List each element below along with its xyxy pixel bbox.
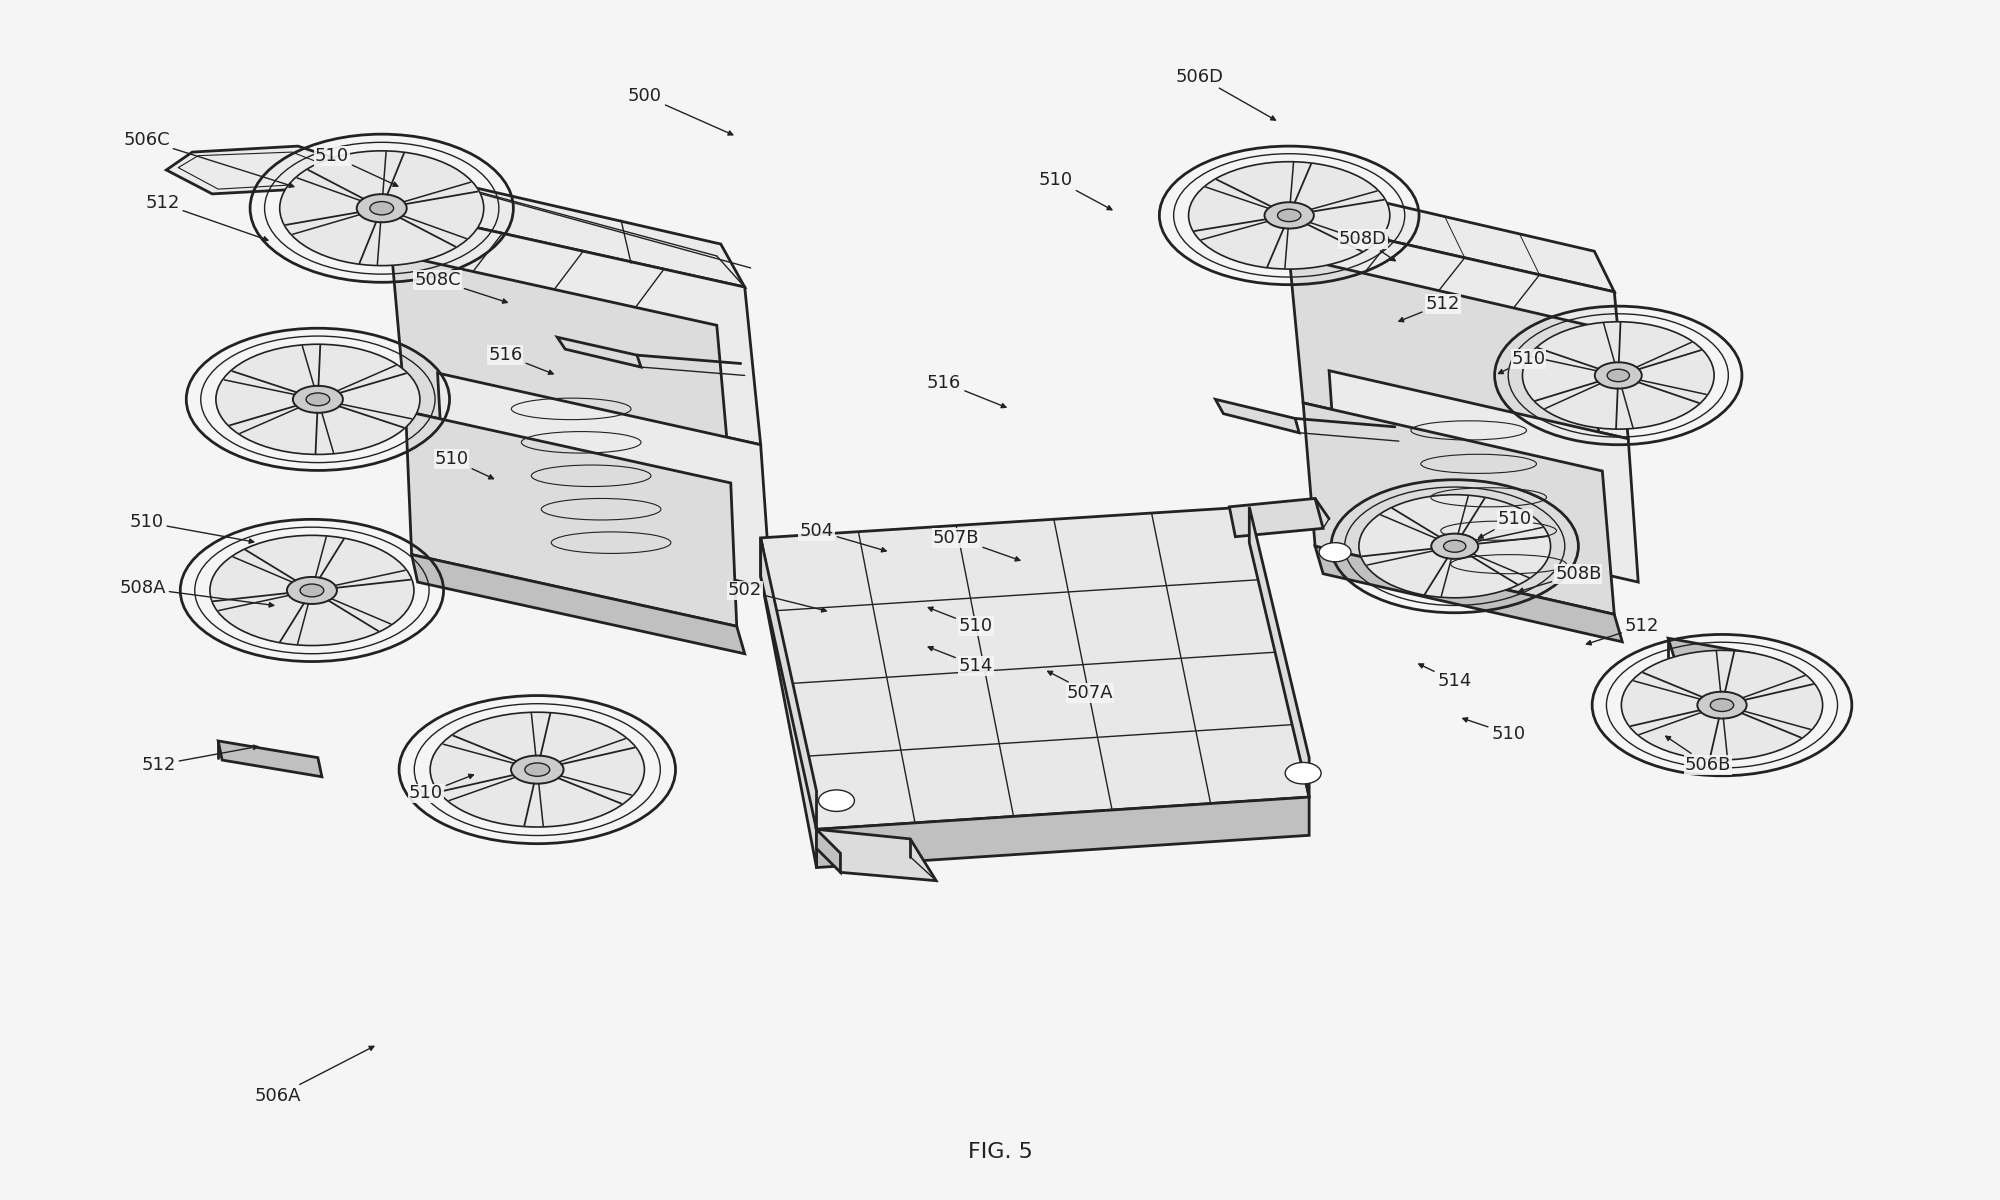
- Text: 507B: 507B: [932, 529, 1020, 560]
- Text: 506B: 506B: [1666, 737, 1732, 774]
- Polygon shape: [1270, 182, 1316, 256]
- Ellipse shape: [1188, 162, 1390, 269]
- Polygon shape: [1250, 506, 1310, 797]
- Polygon shape: [760, 506, 1310, 829]
- Ellipse shape: [1608, 370, 1630, 382]
- Text: 508D: 508D: [1338, 230, 1396, 260]
- Ellipse shape: [216, 344, 420, 455]
- Polygon shape: [392, 253, 730, 482]
- Polygon shape: [1296, 182, 1614, 292]
- Ellipse shape: [1710, 698, 1734, 712]
- Text: 512: 512: [142, 745, 258, 774]
- Ellipse shape: [1278, 209, 1300, 222]
- Polygon shape: [1316, 546, 1622, 642]
- Text: 506C: 506C: [124, 131, 294, 187]
- Ellipse shape: [370, 202, 394, 215]
- Polygon shape: [422, 215, 760, 445]
- Ellipse shape: [1264, 203, 1314, 228]
- Polygon shape: [558, 337, 640, 367]
- Polygon shape: [760, 538, 816, 868]
- Circle shape: [1320, 542, 1352, 562]
- Text: 510: 510: [408, 774, 474, 803]
- Polygon shape: [816, 829, 840, 872]
- Text: 510: 510: [434, 450, 494, 479]
- Ellipse shape: [1622, 650, 1822, 760]
- Text: 510: 510: [1478, 510, 1532, 539]
- Text: 514: 514: [928, 647, 994, 674]
- Polygon shape: [218, 740, 322, 776]
- Polygon shape: [760, 538, 816, 829]
- Text: 512: 512: [1398, 295, 1460, 322]
- Circle shape: [818, 790, 854, 811]
- Ellipse shape: [292, 386, 342, 413]
- Text: 512: 512: [146, 194, 268, 241]
- Polygon shape: [1216, 400, 1300, 433]
- Ellipse shape: [1698, 691, 1746, 719]
- Circle shape: [1286, 762, 1322, 784]
- Ellipse shape: [1444, 540, 1466, 552]
- Text: 510: 510: [1498, 349, 1546, 373]
- Ellipse shape: [1594, 362, 1642, 389]
- Ellipse shape: [286, 577, 336, 604]
- Polygon shape: [1290, 256, 1602, 472]
- Polygon shape: [1304, 403, 1614, 614]
- Ellipse shape: [356, 194, 406, 222]
- Ellipse shape: [1358, 494, 1550, 598]
- Ellipse shape: [524, 763, 550, 776]
- Text: 516: 516: [488, 346, 554, 374]
- Polygon shape: [398, 170, 744, 287]
- Text: 507A: 507A: [1048, 671, 1114, 702]
- Text: 514: 514: [1418, 664, 1472, 690]
- Polygon shape: [366, 170, 422, 253]
- Ellipse shape: [300, 584, 324, 596]
- Polygon shape: [166, 146, 352, 194]
- Text: 506D: 506D: [1176, 68, 1276, 120]
- Ellipse shape: [1522, 322, 1714, 430]
- Ellipse shape: [210, 535, 414, 646]
- Ellipse shape: [1432, 534, 1478, 559]
- Text: 502: 502: [728, 582, 826, 612]
- Ellipse shape: [512, 756, 564, 784]
- Text: 508A: 508A: [120, 580, 274, 607]
- Text: 508C: 508C: [414, 271, 508, 304]
- Text: 516: 516: [928, 373, 1006, 408]
- Ellipse shape: [306, 392, 330, 406]
- Text: 500: 500: [628, 86, 732, 136]
- Text: 510: 510: [1038, 170, 1112, 210]
- Text: 510: 510: [928, 607, 994, 635]
- Polygon shape: [406, 412, 736, 626]
- Polygon shape: [438, 373, 770, 588]
- Text: 512: 512: [1586, 617, 1660, 644]
- Text: FIG. 5: FIG. 5: [968, 1142, 1032, 1162]
- Polygon shape: [816, 829, 936, 881]
- Polygon shape: [1668, 638, 1758, 674]
- Polygon shape: [1330, 371, 1638, 582]
- Text: 506A: 506A: [254, 1046, 374, 1105]
- Ellipse shape: [430, 713, 644, 827]
- Polygon shape: [816, 797, 1310, 868]
- Polygon shape: [1316, 223, 1628, 439]
- Text: 508B: 508B: [1518, 565, 1602, 593]
- Polygon shape: [1230, 498, 1324, 536]
- Text: 504: 504: [800, 522, 886, 552]
- Polygon shape: [412, 554, 744, 654]
- Ellipse shape: [280, 151, 484, 265]
- Text: 510: 510: [314, 146, 398, 186]
- Text: 510: 510: [130, 514, 254, 544]
- Text: 510: 510: [1462, 718, 1526, 743]
